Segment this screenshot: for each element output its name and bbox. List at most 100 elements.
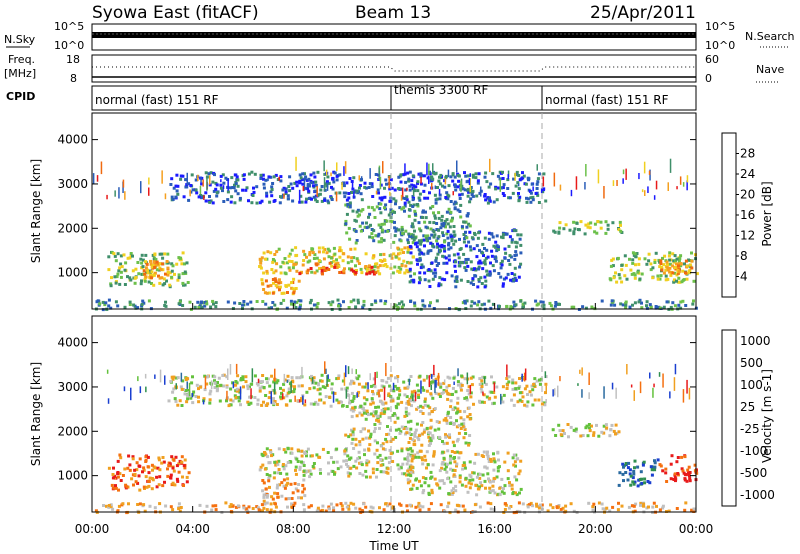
velocity-cell xyxy=(256,402,260,406)
power-cell xyxy=(509,278,513,282)
power-cell xyxy=(396,228,400,232)
velocity-cell xyxy=(199,385,203,389)
velocity-streak xyxy=(482,391,484,396)
velocity-cell xyxy=(391,399,395,403)
velocity-cell xyxy=(133,468,137,472)
power-cell xyxy=(589,221,593,225)
power-cell xyxy=(163,252,167,256)
velocity-cell xyxy=(388,456,391,460)
power-cell xyxy=(483,247,486,250)
velocity-cell xyxy=(386,425,389,428)
velocity-streak xyxy=(107,398,110,404)
velocity-cell xyxy=(340,400,343,404)
velocity-cell xyxy=(352,381,356,385)
power-cell xyxy=(368,270,372,274)
velocity-cell xyxy=(479,481,483,485)
freq-axis-bottom: 8 xyxy=(70,72,77,85)
velocity-cell xyxy=(540,402,544,406)
velocity-cell xyxy=(514,491,517,495)
power-cell xyxy=(475,255,479,259)
velocity-streak xyxy=(430,385,432,390)
velocity-cell xyxy=(174,399,178,403)
power-cell xyxy=(172,186,176,190)
velocity-cell xyxy=(440,466,444,470)
velocity-cell xyxy=(468,413,472,416)
velocity-cell xyxy=(409,419,413,423)
velocity-cell xyxy=(477,487,481,491)
velocity-cell xyxy=(608,434,612,438)
velocity-cell xyxy=(362,411,366,415)
power-cell xyxy=(617,273,621,277)
power-cell xyxy=(554,302,558,306)
velocity-cell xyxy=(186,397,190,401)
power-cell xyxy=(413,218,417,222)
velocity-cell xyxy=(592,502,596,506)
power-streak xyxy=(644,190,646,196)
velocity-cell xyxy=(661,504,665,508)
power-cell xyxy=(234,182,238,186)
power-cell xyxy=(502,277,506,281)
velocity-cell xyxy=(318,455,322,459)
velocity-cell xyxy=(184,389,188,392)
velocity-cell xyxy=(462,418,466,422)
velocity-cell xyxy=(417,396,421,399)
velocity-cell xyxy=(693,463,697,467)
power-cell xyxy=(512,177,516,181)
power-cell xyxy=(411,205,415,208)
velocity-cell xyxy=(361,427,365,431)
velocity-cell xyxy=(273,471,277,475)
velocity-cell xyxy=(501,400,505,404)
power-cell xyxy=(300,270,303,274)
power-cell xyxy=(285,261,289,265)
velocity-cell xyxy=(369,435,373,439)
velocity-cell xyxy=(382,412,386,415)
velocity-cell xyxy=(361,406,365,410)
velocity-cell xyxy=(367,429,371,433)
velocity-cell xyxy=(213,375,217,379)
velocity-cell xyxy=(614,432,617,436)
power-streak xyxy=(517,194,519,198)
velocity-cell xyxy=(136,503,140,506)
power-cell xyxy=(620,263,624,267)
velocity-cell xyxy=(634,502,638,506)
power-cell xyxy=(426,251,430,255)
velocity-cell xyxy=(345,459,349,463)
velocity-cell xyxy=(358,507,362,511)
power-cell xyxy=(278,285,282,289)
power-cell xyxy=(420,251,424,255)
velocity-cell xyxy=(380,401,384,405)
power-cell xyxy=(373,299,377,303)
velocity-cell xyxy=(384,456,388,460)
power-cell xyxy=(238,196,242,200)
velocity-cell xyxy=(134,480,138,484)
velocity-cell xyxy=(347,507,351,511)
power-colorbar-tick-label: 16 xyxy=(740,208,755,222)
power-cell xyxy=(506,272,510,276)
velocity-cell xyxy=(537,398,541,402)
velocity-cell xyxy=(147,471,151,475)
power-cell xyxy=(653,258,657,262)
power-cell xyxy=(145,262,149,266)
velocity-cell xyxy=(544,382,548,386)
power-cell xyxy=(322,250,325,254)
velocity-cell xyxy=(456,396,460,400)
power-cell xyxy=(549,304,553,308)
velocity-cell xyxy=(272,476,276,480)
power-cell xyxy=(656,274,660,278)
velocity-cell xyxy=(482,450,486,454)
velocity-cell xyxy=(244,507,248,511)
velocity-cell xyxy=(128,463,132,467)
velocity-cell xyxy=(432,450,436,454)
power-cell xyxy=(249,300,253,304)
power-cell xyxy=(637,300,641,304)
velocity-cell xyxy=(286,477,290,481)
power-cell xyxy=(371,256,375,260)
power-cell xyxy=(363,181,367,185)
velocity-cell xyxy=(221,374,225,377)
power-cell xyxy=(428,191,431,195)
power-cell xyxy=(684,304,688,307)
velocity-cell xyxy=(241,375,245,379)
power-cell xyxy=(679,300,683,304)
velocity-cell xyxy=(492,457,496,461)
power-cell xyxy=(658,277,662,281)
